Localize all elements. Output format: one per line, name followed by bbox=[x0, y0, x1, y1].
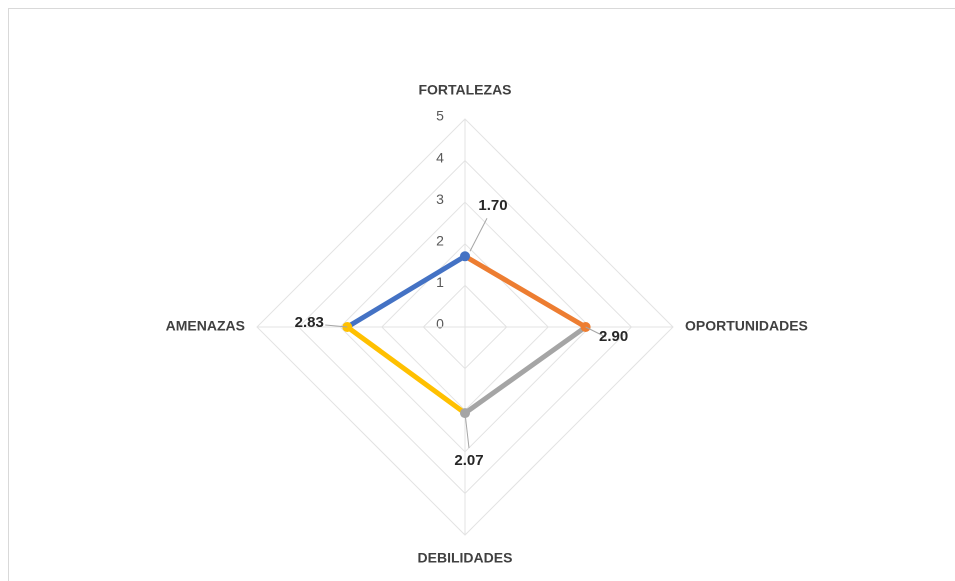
series-segment bbox=[462, 324, 589, 416]
category-label: FORTALEZAS bbox=[418, 82, 511, 98]
series-segment bbox=[462, 253, 589, 330]
leader-line bbox=[464, 413, 470, 449]
r-tick-label: 3 bbox=[436, 191, 444, 207]
data-label: 2.90 bbox=[599, 328, 628, 345]
data-label: 2.07 bbox=[454, 452, 483, 469]
category-label: AMENAZAS bbox=[166, 318, 245, 334]
leader-line bbox=[585, 326, 606, 338]
leader-line bbox=[469, 218, 488, 252]
chart-border bbox=[8, 8, 955, 581]
leader-line bbox=[325, 324, 348, 328]
r-tick-label: 4 bbox=[436, 149, 444, 165]
data-label: 2.83 bbox=[295, 314, 324, 331]
series-segment bbox=[344, 253, 468, 330]
data-label: 1.70 bbox=[478, 197, 507, 214]
r-tick-label: 1 bbox=[436, 274, 444, 290]
r-tick-label: 5 bbox=[436, 108, 444, 124]
r-tick-label: 0 bbox=[436, 316, 444, 332]
series-segment bbox=[344, 324, 468, 416]
r-tick-label: 2 bbox=[436, 233, 444, 249]
category-label: OPORTUNIDADES bbox=[685, 318, 808, 334]
data-point bbox=[460, 251, 470, 262]
category-label: DEBILIDADES bbox=[418, 550, 513, 566]
